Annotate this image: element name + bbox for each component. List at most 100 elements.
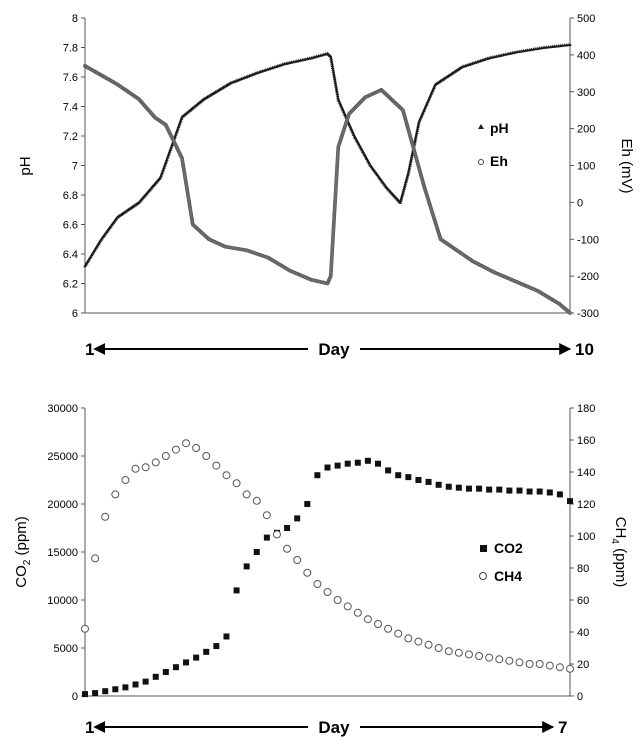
data-point-co2 [375, 460, 382, 467]
right-tick-label: 100 [577, 531, 595, 543]
data-point-co2 [82, 691, 88, 698]
data-point-ch4 [101, 512, 110, 521]
data-point-ph [400, 191, 405, 196]
data-point-co2 [152, 673, 159, 680]
data-point-ph [335, 89, 339, 94]
data-point-co2 [536, 488, 543, 495]
left-tick-label: 15000 [47, 547, 78, 559]
left-tick-label: 10000 [47, 595, 78, 607]
legend-label-co2: CO2 [494, 540, 523, 556]
right-tick-label: 120 [577, 499, 595, 511]
right-tick-label: 20 [577, 659, 589, 671]
left-tick-label: 7.4 [63, 102, 78, 114]
data-point-ch4 [343, 602, 352, 611]
data-point-ch4 [151, 458, 160, 467]
legend-square-icon [480, 545, 487, 552]
left-tick-label: 7.6 [63, 72, 78, 84]
data-point-co2 [233, 587, 240, 594]
data-point-ph [406, 172, 410, 177]
day-start-label: 1 [85, 340, 94, 359]
data-point-co2 [243, 563, 250, 570]
data-point-ch4 [485, 653, 494, 662]
data-point-co2 [465, 485, 472, 492]
right-tick-label: 500 [577, 13, 595, 25]
data-point-ch4 [535, 660, 544, 668]
data-point-ph [332, 75, 337, 79]
right-tick-label: 100 [577, 161, 595, 173]
data-point-ph [408, 160, 413, 164]
data-point-co2 [162, 669, 169, 675]
data-point-ph [335, 91, 340, 96]
left-tick-label: 25000 [47, 451, 78, 463]
data-point-ph [413, 136, 418, 140]
data-point-ph [331, 71, 336, 75]
data-point-ch4 [434, 644, 443, 652]
data-point-co2 [354, 459, 361, 466]
data-point-ch4 [545, 661, 554, 670]
data-point-ch4 [232, 479, 241, 488]
data-point-co2 [526, 488, 533, 495]
data-point-ph [330, 61, 334, 66]
data-point-ch4 [131, 464, 140, 473]
data-point-co2 [556, 491, 563, 498]
day-start-label: 1 [85, 718, 94, 737]
legend-label-ch4: CH4 [494, 568, 522, 584]
data-point-co2 [415, 477, 422, 483]
data-point-ph [404, 178, 409, 182]
data-point-co2 [102, 688, 109, 695]
data-point-ch4 [222, 471, 231, 480]
left-tick-label: 6.4 [63, 249, 78, 261]
data-point-ch4 [262, 511, 271, 520]
data-point-co2 [294, 515, 301, 522]
data-point-co2 [344, 460, 351, 467]
data-point-ph [405, 174, 410, 178]
left-tick-label: 30000 [47, 403, 78, 415]
data-point-ch4 [141, 463, 150, 472]
data-point-ch4 [505, 656, 514, 665]
ph-eh-chart: 6 6.2 6.4 6.6 6.8 7 7.2 7.4 7.6 7.8 8 -300 -200 -100… [17, 13, 635, 359]
right-tick-label: 40 [577, 627, 589, 639]
data-point-ph [414, 134, 418, 138]
data-point-ph [414, 132, 419, 136]
data-point-ch4 [363, 615, 372, 624]
data-point-ch4 [495, 655, 504, 664]
data-point-ph [413, 137, 418, 142]
data-point-ch4 [404, 634, 413, 643]
data-point-ch4 [555, 663, 564, 672]
right-tick-labels: 0 20 40 60 80 100 120 140 160 180 [570, 403, 595, 703]
data-point-co2 [253, 549, 260, 555]
data-point-ch4 [323, 588, 332, 596]
data-point-ph [409, 154, 414, 158]
data-point-ph [332, 73, 336, 77]
data-point-ph [334, 86, 339, 90]
data-point-ch4 [454, 648, 463, 657]
data-point-ch4 [414, 637, 423, 646]
left-tick-label: 5000 [54, 643, 78, 655]
day-label: Day [318, 718, 350, 737]
legend-circle-icon [479, 572, 487, 580]
data-point-ch4 [272, 530, 281, 539]
legend-triangle-icon [478, 124, 484, 129]
data-point-ph [406, 171, 411, 175]
data-point-co2 [193, 654, 200, 661]
right-tick-label: 180 [577, 403, 595, 415]
y-axis-title: pH [17, 156, 34, 175]
data-point-ch4 [303, 568, 312, 577]
data-point-co2 [324, 464, 331, 471]
data-point-ph [406, 169, 411, 173]
data-point-ph [413, 139, 417, 144]
series-ch4 [81, 439, 574, 673]
data-point-ph [415, 130, 419, 134]
right-tick-label: 400 [577, 50, 595, 62]
data-point-ph [328, 54, 333, 58]
data-point-ch4 [384, 624, 393, 633]
data-point-co2 [506, 487, 513, 494]
data-point-co2 [435, 481, 442, 488]
y2-axis-title: CH4 (ppm) [609, 517, 629, 588]
data-point-ph [331, 67, 335, 71]
data-point-ph [401, 190, 405, 194]
legend-circle-icon [478, 159, 484, 165]
data-point-co2 [405, 474, 412, 481]
data-point-ch4 [333, 596, 342, 604]
data-point-ch4 [161, 452, 170, 460]
